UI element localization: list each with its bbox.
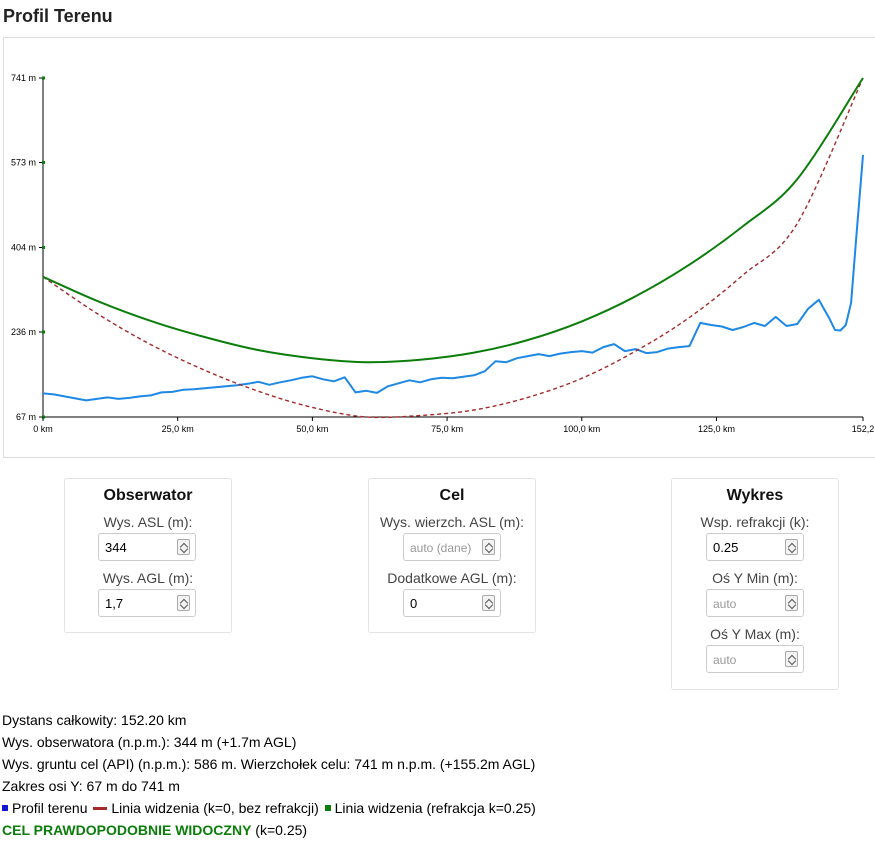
observer-asl-input[interactable] xyxy=(98,533,196,561)
line-of-sight-refraction-line xyxy=(42,77,864,364)
legend-los-k0-swatch xyxy=(93,806,108,810)
visibility-verdict: CEL PRAWDOPODOBNIE WIDOCZNY (k=0.25) xyxy=(2,819,536,841)
target-panel-title: Cel xyxy=(439,487,465,504)
spinner-icon[interactable] xyxy=(482,539,495,555)
line-of-sight-k0-line xyxy=(42,77,864,419)
y-tick-label: 573 m xyxy=(11,157,36,167)
y-max-field[interactable] xyxy=(713,651,783,667)
x-tick-label: 50,0 km xyxy=(296,424,328,434)
info-y-range: Zakres osi Y: 67 m do 741 m xyxy=(2,778,180,794)
target-panel: Cel Wys. wierzch. ASL (m): Dodatkowe AGL… xyxy=(368,478,536,633)
spinner-icon[interactable] xyxy=(177,539,190,555)
observer-agl-label: Wys. AGL (m): xyxy=(102,570,194,586)
y-min-input[interactable] xyxy=(706,589,804,617)
y-tick-marker xyxy=(42,76,45,80)
refraction-field[interactable] xyxy=(713,539,783,555)
observer-panel-title: Obserwator xyxy=(103,487,193,504)
chart-svg: 67 m 236 m 404 m 573 m 741 m 0 km 25,0 km 50,0 … xyxy=(11,73,875,434)
observer-asl-field[interactable] xyxy=(105,539,175,555)
refraction-input[interactable] xyxy=(706,533,804,561)
y-tick-label: 67 m xyxy=(16,412,36,422)
observer-agl-input[interactable] xyxy=(98,589,196,617)
y-tick-label: 236 m xyxy=(11,327,36,337)
legend-los-k0-label: Linia widzenia (k=0, bez refrakcji) xyxy=(111,800,319,816)
legend-los-k-swatch xyxy=(324,805,331,812)
spinner-icon[interactable] xyxy=(785,651,798,667)
spinner-icon[interactable] xyxy=(785,595,798,611)
legend-los-k-label: Linia widzenia (refrakcja k=0.25) xyxy=(334,800,536,816)
legend: Profil terenu Linia widzenia (k=0, bez r… xyxy=(2,797,536,819)
x-tick-label: 75,0 km xyxy=(431,424,463,434)
target-summit-input[interactable] xyxy=(403,533,501,561)
y-tick-marker xyxy=(42,160,45,164)
info-observer-height: Wys. obserwatora (n.p.m.): 344 m (+1.7m … xyxy=(2,734,297,750)
plot-panel: Wykres Wsp. refrakcji (k): Oś Y Min (m):… xyxy=(671,478,839,690)
y-max-input[interactable] xyxy=(706,645,804,673)
info-summary: Dystans całkowity: 152.20 km Wys. obserw… xyxy=(2,709,536,841)
y-tick-marker xyxy=(42,246,45,249)
target-summit-label: Wys. wierzch. ASL (m): xyxy=(379,514,525,530)
x-tick-label: 152,2 xyxy=(852,424,875,434)
observer-panel: Obserwator Wys. ASL (m): Wys. AGL (m): xyxy=(64,478,232,633)
x-tick-label: 0 km xyxy=(33,424,53,434)
spinner-icon[interactable] xyxy=(482,595,495,611)
y-tick-marker xyxy=(42,330,45,334)
spinner-icon[interactable] xyxy=(177,595,190,611)
terrain-profile-chart: 67 m 236 m 404 m 573 m 741 m 0 km 25,0 km 50,0 … xyxy=(3,37,875,458)
target-extra-agl-field[interactable] xyxy=(410,595,480,611)
x-tick-label: 100,0 km xyxy=(563,424,600,434)
legend-terrain-label: Profil terenu xyxy=(12,800,88,816)
target-extra-agl-input[interactable] xyxy=(403,589,501,617)
y-tick-label: 404 m xyxy=(11,243,36,253)
plot-panel-title: Wykres xyxy=(726,487,784,504)
info-distance: Dystans całkowity: 152.20 km xyxy=(2,712,187,728)
observer-agl-field[interactable] xyxy=(105,595,175,611)
target-extra-agl-label: Dodatkowe AGL (m): xyxy=(387,570,517,586)
y-min-field[interactable] xyxy=(713,595,783,611)
verdict-text: CEL PRAWDOPODOBNIE WIDOCZNY xyxy=(2,822,252,838)
info-target-ground: Wys. gruntu cel (API) (n.p.m.): 586 m. W… xyxy=(2,756,536,772)
spinner-icon[interactable] xyxy=(785,539,798,555)
x-tick-label: 25,0 km xyxy=(162,424,194,434)
y-tick-label: 741 m xyxy=(11,73,36,83)
observer-asl-label: Wys. ASL (m): xyxy=(103,514,193,530)
y-max-label: Oś Y Max (m): xyxy=(710,626,800,642)
refraction-label: Wsp. refrakcji (k): xyxy=(700,514,810,530)
page-title: Profil Terenu xyxy=(3,6,113,26)
verdict-suffix: (k=0.25) xyxy=(251,822,308,838)
target-summit-field[interactable] xyxy=(410,539,480,555)
y-min-label: Oś Y Min (m): xyxy=(712,570,798,586)
legend-terrain-swatch xyxy=(2,805,8,812)
terrain-profile-line xyxy=(42,154,864,402)
x-tick-label: 125,0 km xyxy=(698,424,735,434)
